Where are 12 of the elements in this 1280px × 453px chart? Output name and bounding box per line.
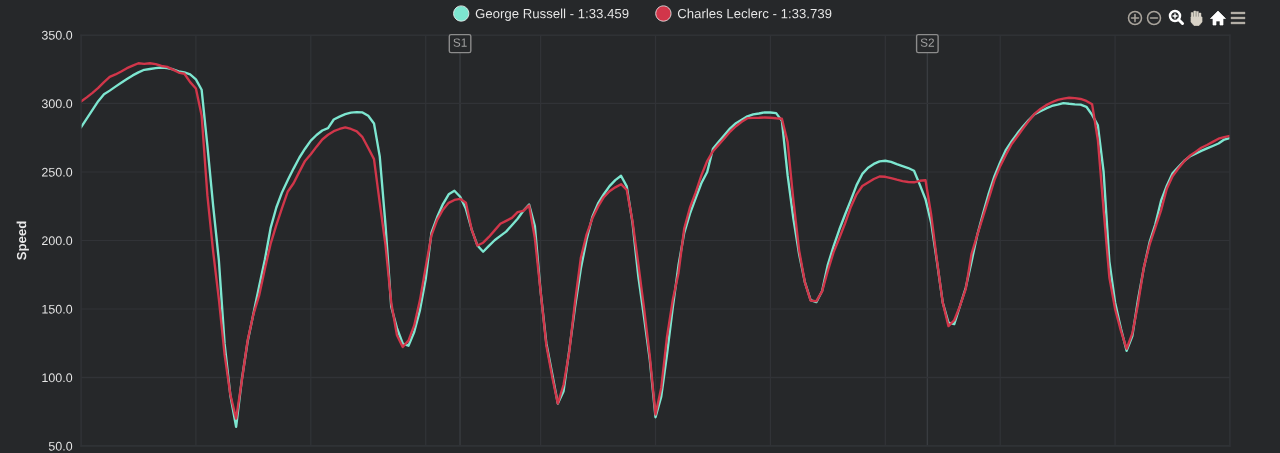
annotation: S1 bbox=[453, 38, 467, 47]
y-tick-label: 300.0 bbox=[41, 99, 73, 109]
legend-label: Charles Leclerc - 1:33.739 bbox=[677, 8, 832, 19]
y-tick-label: 200.0 bbox=[42, 236, 73, 246]
y-tick-label: 100.0 bbox=[42, 373, 73, 383]
y-tick-label: 350.0 bbox=[41, 30, 73, 40]
y-axis-title: Speed bbox=[16, 221, 29, 260]
annotation: S2 bbox=[920, 38, 934, 47]
y-tick-label: 250.0 bbox=[42, 167, 73, 177]
y-tick-label: 150.0 bbox=[42, 304, 73, 314]
legend-label: George Russell - 1:33.459 bbox=[475, 8, 629, 21]
y-tick-label: 50.0 bbox=[48, 441, 73, 451]
